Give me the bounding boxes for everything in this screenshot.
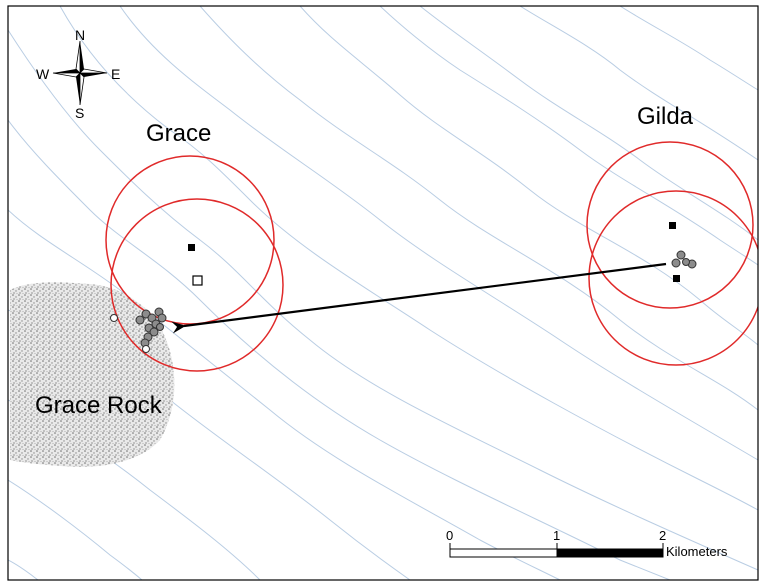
compass-north-label: N: [75, 27, 86, 43]
grace-rock-label: Grace Rock: [35, 392, 162, 419]
grace-open-points: [110, 314, 150, 353]
gilda-detection-points: [671, 250, 697, 269]
map-frame: [7, 5, 759, 581]
grace-range-circle-upper: [105, 155, 275, 325]
grace-center-marker-open: [192, 275, 203, 286]
compass-west-label: W: [36, 66, 50, 82]
compass-south-label: S: [75, 105, 85, 121]
scale-tick-1: 1: [553, 528, 561, 543]
scale-tick-0: 0: [446, 528, 454, 543]
scale-unit-label: Kilometers: [666, 544, 728, 559]
reef-area: [10, 282, 175, 467]
gilda-center-marker-upper: [669, 222, 676, 229]
gilda-center-marker-lower: [673, 275, 680, 282]
grace-detection-points: [135, 307, 167, 348]
scale-bar: [449, 543, 664, 558]
range-circles: [105, 141, 758, 372]
compass-rose-icon: [52, 40, 108, 106]
grace-center-marker: [188, 244, 195, 251]
movement-arrow: [171, 262, 667, 334]
gilda-label: Gilda: [637, 103, 694, 130]
grace-label: Grace: [146, 120, 212, 147]
gilda-range-circle-lower: [588, 190, 758, 366]
gilda-range-circle-upper: [586, 141, 754, 309]
depth-contours: [8, 6, 758, 580]
compass-east-label: E: [111, 66, 121, 82]
scale-tick-2: 2: [659, 528, 667, 543]
grace-range-circle-lower: [110, 198, 284, 372]
